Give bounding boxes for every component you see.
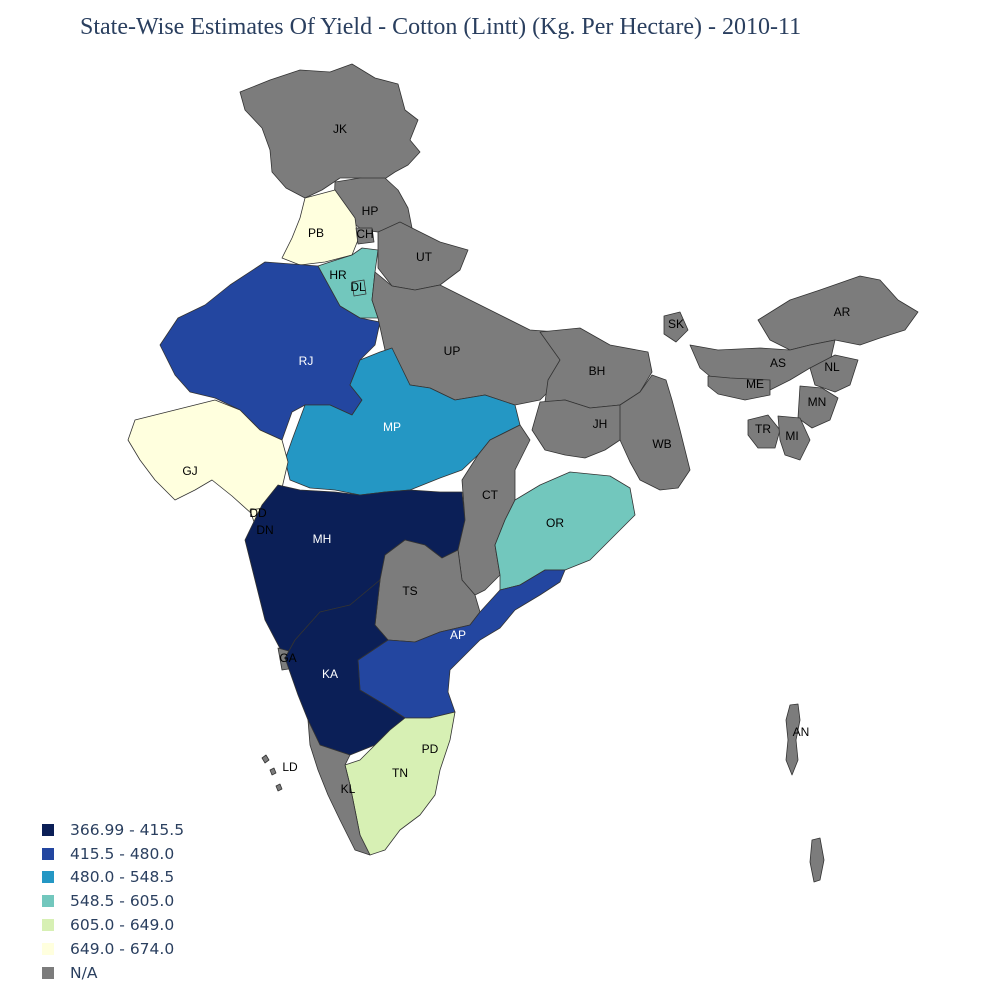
state-label-sk: SK — [668, 317, 684, 331]
state-label-dn: DN — [256, 523, 273, 537]
state-label-tn: TN — [392, 766, 408, 780]
state-label-an: AN — [793, 725, 810, 739]
state-label-hr: HR — [329, 268, 347, 282]
legend-label: 548.5 - 605.0 — [70, 892, 175, 911]
state-label-jk: JK — [333, 122, 347, 136]
state-label-ld: LD — [282, 760, 298, 774]
legend-label: 605.0 - 649.0 — [70, 916, 175, 935]
state-region-jh[interactable] — [531, 399, 627, 459]
state-label-ap: AP — [450, 628, 466, 642]
state-label-dl: DL — [350, 280, 366, 294]
state-region-mi[interactable] — [777, 415, 811, 461]
state-label-hp: HP — [362, 204, 379, 218]
state-label-ka: KA — [322, 667, 338, 681]
state-label-tr: TR — [755, 422, 771, 436]
state-label-pb: PB — [308, 226, 324, 240]
state-label-mh: MH — [313, 532, 332, 546]
state-region-kl[interactable] — [307, 719, 371, 856]
state-region-wb[interactable] — [619, 374, 691, 491]
legend-label: 415.5 - 480.0 — [70, 844, 175, 863]
state-label-or: OR — [546, 516, 564, 530]
legend-item[interactable]: 605.0 - 649.0 — [42, 913, 184, 937]
state-label-ct: CT — [482, 488, 499, 502]
state-region-pb[interactable] — [281, 189, 359, 266]
state-label-ch: CH — [356, 227, 373, 241]
state-label-ga: GA — [279, 651, 296, 665]
state-label-ut: UT — [416, 250, 433, 264]
state-label-wb: WB — [652, 437, 671, 451]
state-label-kl: KL — [341, 782, 356, 796]
state-region-sk[interactable] — [663, 311, 689, 343]
state-label-pd: PD — [422, 742, 439, 756]
legend-item[interactable]: 415.5 - 480.0 — [42, 842, 184, 866]
legend-swatch — [42, 895, 54, 908]
state-region-ld[interactable] — [261, 754, 283, 792]
legend-label: 649.0 - 674.0 — [70, 939, 175, 958]
legend-label: 480.0 - 548.5 — [70, 868, 175, 887]
legend-label: 366.99 - 415.5 — [70, 820, 185, 839]
state-region-me[interactable] — [707, 375, 771, 401]
state-region-dl[interactable] — [351, 279, 367, 297]
legend-swatch — [42, 942, 54, 955]
state-label-mi: MI — [785, 429, 798, 443]
legend-swatch — [42, 823, 54, 836]
state-region-or[interactable] — [494, 471, 636, 591]
legend-item[interactable]: 480.0 - 548.5 — [42, 866, 184, 890]
state-label-ts: TS — [402, 584, 417, 598]
state-region-ch[interactable] — [355, 227, 375, 245]
state-region-ut[interactable] — [377, 221, 469, 291]
map-title: State-Wise Estimates Of Yield - Cotton (… — [80, 14, 802, 40]
state-label-mn: MN — [808, 395, 827, 409]
state-label-as: AS — [770, 356, 786, 370]
state-region-jk[interactable] — [239, 63, 421, 199]
legend-item[interactable]: 548.5 - 605.0 — [42, 889, 184, 913]
state-label-bh: BH — [589, 364, 606, 378]
state-label-nl: NL — [824, 360, 840, 374]
legend-swatch — [42, 966, 54, 979]
legend-label: N/A — [70, 963, 98, 982]
state-label-dd: DD — [249, 506, 267, 520]
state-label-me: ME — [746, 377, 764, 391]
state-region-nl[interactable] — [809, 354, 859, 393]
state-region-tr[interactable] — [747, 414, 781, 449]
state-region-an[interactable] — [785, 703, 825, 883]
state-label-ar: AR — [834, 305, 851, 319]
legend-swatch — [42, 871, 54, 884]
legend-item[interactable]: 649.0 - 674.0 — [42, 937, 184, 961]
state-label-rj: RJ — [299, 354, 314, 368]
legend-item[interactable]: 366.99 - 415.5 — [42, 818, 184, 842]
legend: 366.99 - 415.5 415.5 - 480.0 480.0 - 548… — [42, 818, 184, 985]
state-label-jh: JH — [593, 417, 608, 431]
legend-swatch — [42, 919, 54, 932]
state-label-up: UP — [444, 344, 461, 358]
legend-swatch — [42, 847, 54, 860]
state-label-mp: MP — [383, 420, 401, 434]
legend-item[interactable]: N/A — [42, 961, 184, 985]
state-region-rj[interactable] — [159, 261, 381, 441]
state-label-gj: GJ — [182, 464, 197, 478]
